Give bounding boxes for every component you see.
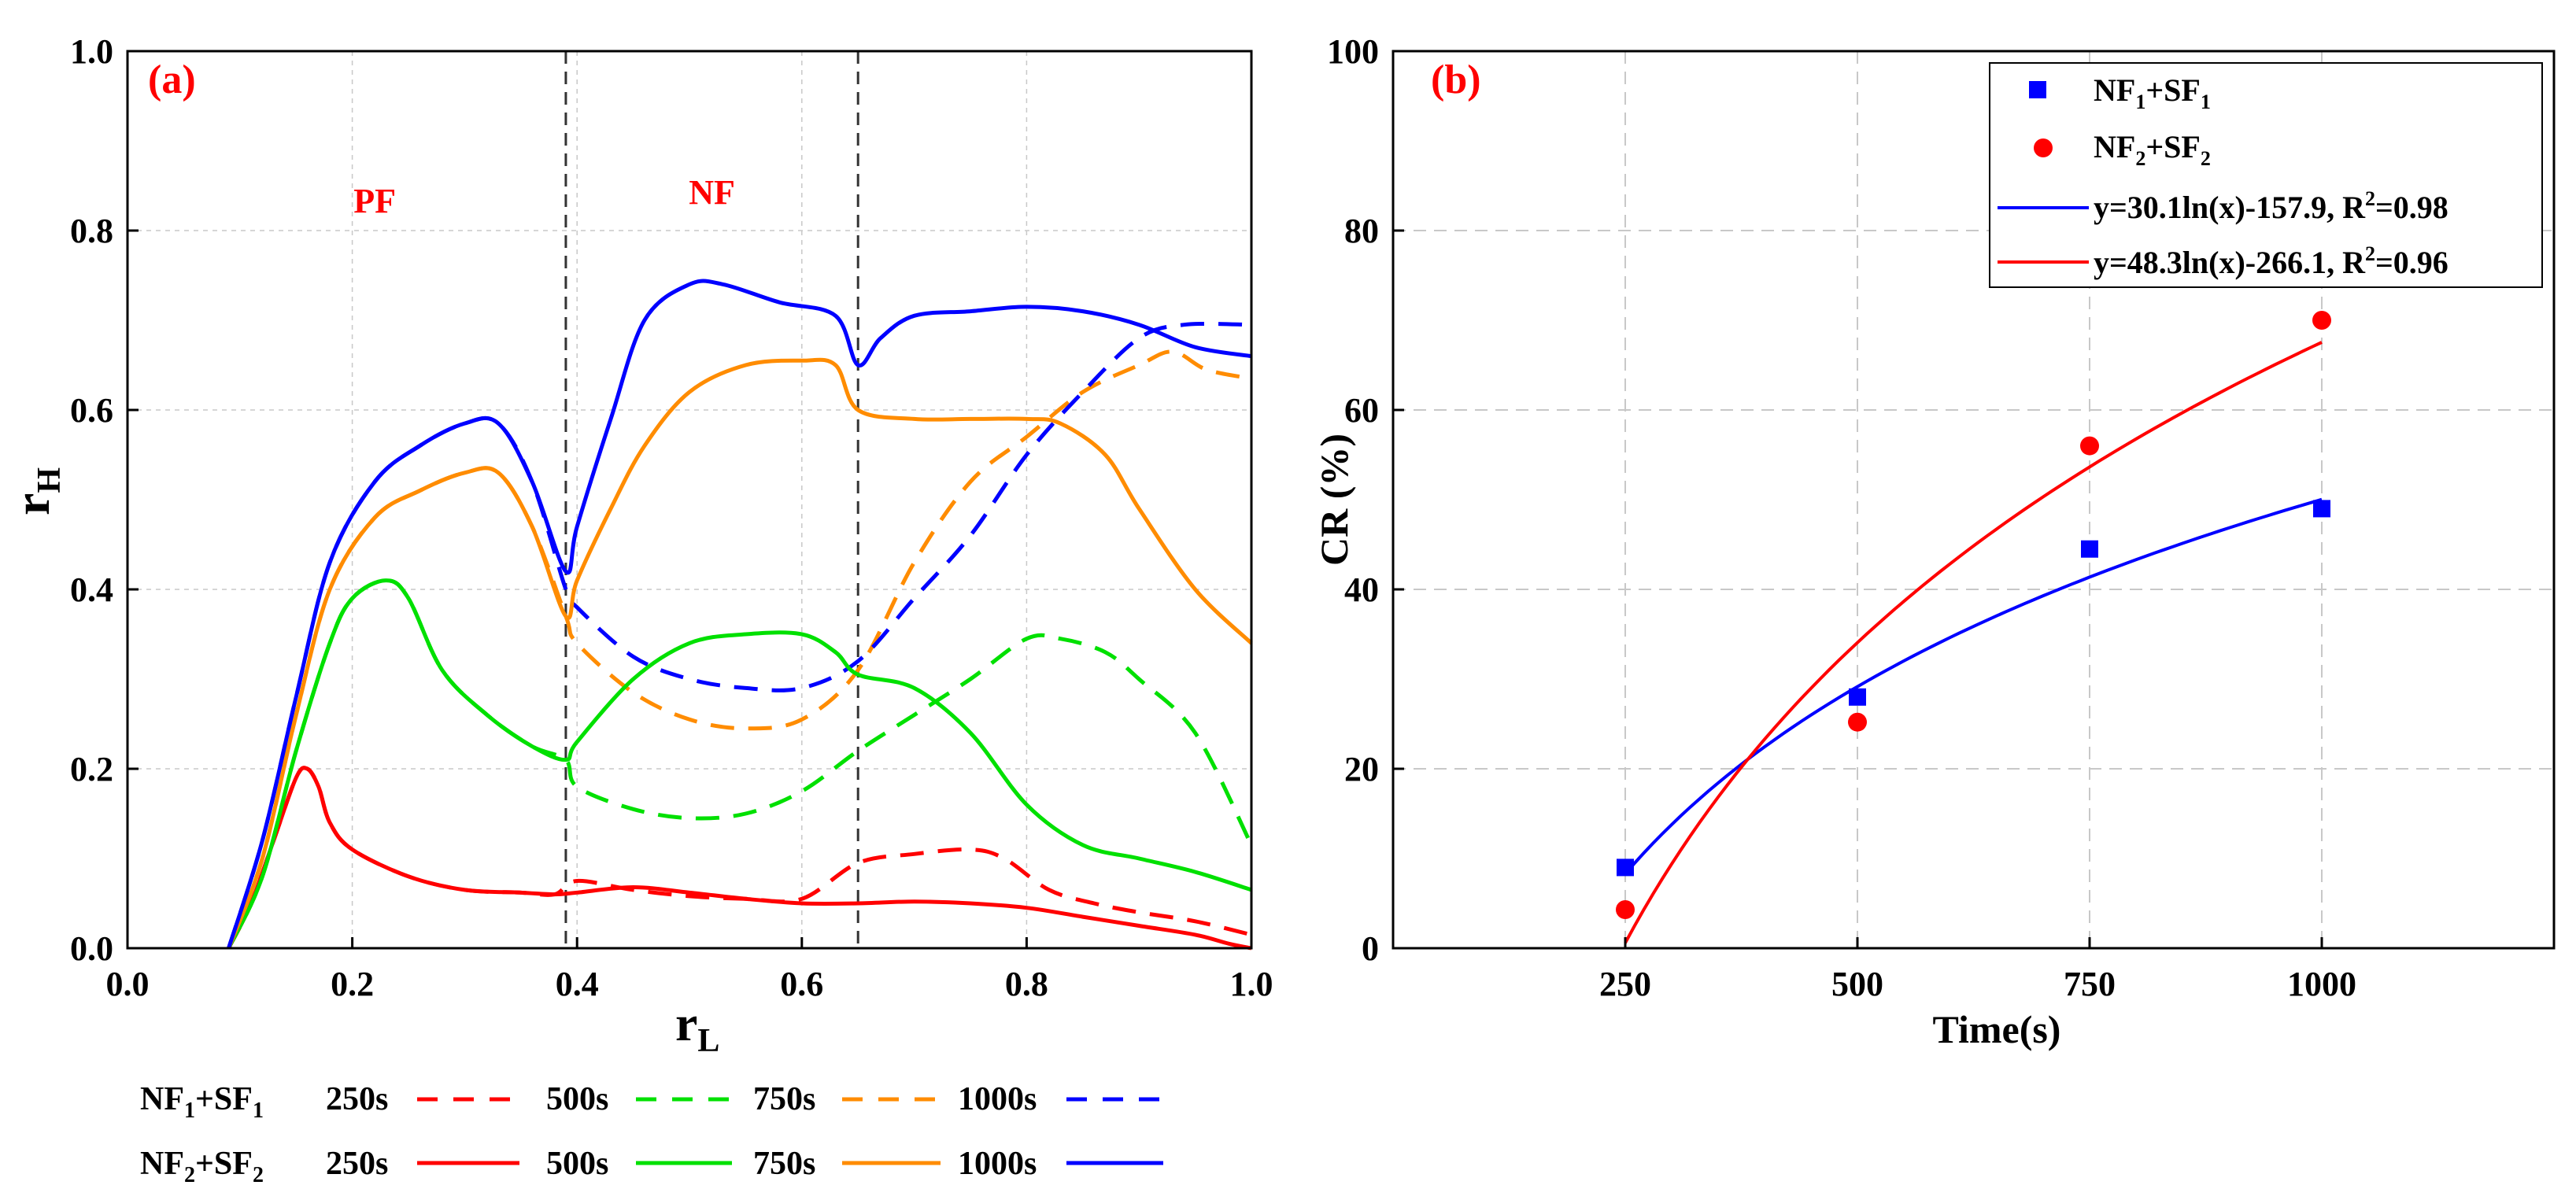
panel-a-xtick-label: 0.8 — [1005, 965, 1048, 1003]
legend-row1-1000s: 1000s — [958, 1081, 1037, 1117]
point-series-2 — [2312, 311, 2331, 330]
panel-a-region-label: NF — [689, 173, 735, 212]
fit-curve-1 — [1624, 497, 2323, 875]
panel-a-region-dividers — [564, 51, 859, 948]
panel-b-fit-curves — [1624, 341, 2323, 944]
panel-a-xtick-label: 0.2 — [331, 965, 374, 1003]
legend-row2-1000s: 1000s — [958, 1146, 1037, 1182]
point-series-1 — [1617, 858, 1634, 877]
panel-a-ytick-label: 0.6 — [70, 391, 113, 430]
panel-a-ytick-label: 1.0 — [70, 32, 113, 71]
panel-b-ytick-label: 100 — [1327, 32, 1379, 71]
panel-b-plot-frame — [1391, 50, 2556, 950]
legend-row2-750s: 750s — [753, 1146, 815, 1182]
panel-b-ytick-label: 20 — [1344, 750, 1379, 788]
legend-series2-label: NF2+SF2 — [2094, 129, 2211, 170]
panel-b-xtick-label: 500 — [1831, 965, 1883, 1003]
point-series-2 — [1616, 899, 1635, 919]
panel-b-xtick-label: 1000 — [2287, 965, 2356, 1003]
legend-row1-500s: 500s — [546, 1081, 608, 1117]
point-series-1 — [2313, 500, 2330, 518]
legend-row1-250s: 250s — [326, 1081, 388, 1117]
legend-series1-label: NF1+SF1 — [2094, 72, 2211, 113]
panel-b-ytick-label: 40 — [1344, 570, 1379, 609]
panel-b-ytick-label: 60 — [1344, 391, 1379, 430]
panel-a-series — [227, 279, 1254, 951]
panel-a-region-label: PF — [353, 182, 396, 220]
point-series-1 — [2081, 540, 2098, 558]
panel-a-region-labels: PF NF — [353, 173, 735, 220]
panel-b-ticks: 250 500 750 1000 0 20 40 60 80 100 — [1327, 32, 2356, 1003]
panel-b-ytick-label: 0 — [1362, 929, 1379, 968]
legend-row2-500s: 500s — [546, 1146, 608, 1182]
panel-b-label: (b) — [1431, 57, 1481, 102]
legend-row2-label: NF2+SF2 — [140, 1146, 264, 1187]
legend-marker-circle-red — [2034, 138, 2053, 157]
series-nf2-sf2-1000s — [227, 279, 1252, 949]
panel-a-xtick-label: 0.4 — [556, 965, 599, 1003]
series-nf2-sf2-750s — [227, 357, 1253, 949]
panel-a-ytick-label: 0.0 — [70, 929, 113, 968]
panel-a-xtick-label: 0.0 — [106, 965, 150, 1003]
legend-row2-250s: 250s — [326, 1146, 388, 1182]
point-series-2 — [1848, 712, 1867, 732]
panel-a-ylabel: rH — [4, 467, 68, 515]
legend-fit2-label: y=48.3ln(x)-266.1, R2=0.96 — [2094, 242, 2448, 280]
panel-b-ytick-label: 80 — [1344, 212, 1379, 250]
legend-fit1-label: y=30.1ln(x)-157.9, R2=0.98 — [2094, 187, 2448, 225]
panel-a-ytick-label: 0.2 — [70, 750, 113, 788]
point-series-1 — [1849, 688, 1866, 706]
panel-a-ytick-label: 0.8 — [70, 212, 113, 250]
panel-a-xtick-label: 0.6 — [780, 965, 823, 1003]
panel-a-ticks: 0.0 0.2 0.4 0.6 0.8 1.0 0.0 0.2 0.4 0.6 0.8 1.0 — [70, 32, 1273, 1003]
bottom-legend: NF1+SF1 NF2+SF2 250s 500s 750s 1000s 250… — [140, 1081, 1163, 1187]
panel-a-xlabel: rL — [675, 995, 719, 1059]
panel-b-ylabel: CR (%) — [1312, 434, 1356, 566]
panel-b-legend-frame — [1989, 62, 2543, 288]
panel-b-xtick-label: 750 — [2064, 965, 2116, 1003]
panel-a-plot-frame — [126, 50, 1253, 950]
panel-b-legend: NF1+SF1 NF2+SF2 y=30.1ln(x)-157.9, R2=0.… — [1989, 62, 2543, 288]
panel-b-xtick-label: 250 — [1599, 965, 1651, 1003]
legend-marker-square-blue — [2029, 81, 2046, 98]
series-nf1-sf1-750s — [227, 349, 1252, 949]
panel-b-xlabel: Time(s) — [1933, 1007, 2061, 1051]
panel-b: 250 500 750 1000 0 20 40 60 80 100 (b) Time(s) CR… — [1312, 32, 2556, 1051]
series-nf2-sf2-250s — [227, 766, 1252, 951]
panel-a-ytick-label: 0.4 — [70, 570, 113, 609]
panel-a-xtick-label: 1.0 — [1230, 965, 1273, 1003]
legend-row1-label: NF1+SF1 — [140, 1081, 264, 1123]
panel-b-points — [1616, 311, 2331, 919]
panel-a: 0.0 0.2 0.4 0.6 0.8 1.0 0.0 0.2 0.4 0.6 0.8 1.0 PF N… — [4, 32, 1273, 1059]
series-nf2-sf2-500s — [227, 578, 1252, 950]
legend-row1-750s: 750s — [753, 1081, 815, 1117]
fit-curve-2 — [1624, 341, 2323, 944]
point-series-2 — [2080, 436, 2099, 456]
panel-a-label: (a) — [148, 57, 196, 102]
